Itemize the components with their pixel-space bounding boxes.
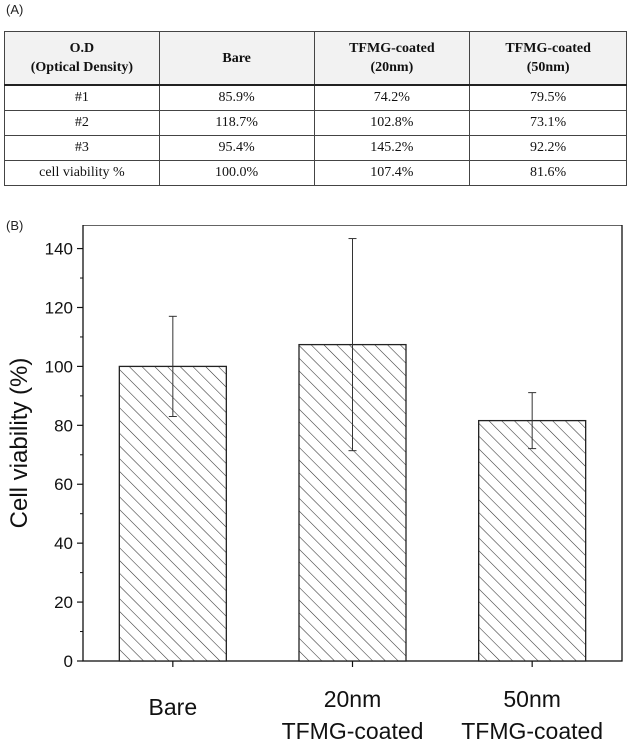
y-tick-label: 120: [45, 298, 73, 317]
table-cell: 74.2%: [313, 84, 471, 111]
header-text: TFMG-coated: [349, 41, 435, 56]
table-row: #3 95.4% 145.2% 92.2%: [4, 135, 627, 161]
table-cell: 92.2%: [469, 135, 627, 161]
table-cell: 102.8%: [313, 110, 471, 136]
y-axis-label: Cell viability (%): [6, 358, 33, 529]
table-cell: 118.7%: [158, 110, 315, 136]
table-row: cell viability % 100.0% 107.4% 81.6%: [4, 160, 627, 186]
y-tick-label: 60: [54, 475, 73, 494]
y-tick-label: 0: [64, 652, 73, 671]
table-cell: #1: [4, 84, 160, 111]
cell-viability-chart: 0 20 40 60 80 100 120 140 Cell viability (%) Bare…: [6, 225, 623, 741]
x-tick-label: Bare: [149, 694, 198, 720]
table-cell: 107.4%: [313, 160, 471, 186]
table-cell: 95.4%: [158, 135, 315, 161]
table-cell: 79.5%: [469, 84, 627, 111]
table-row: #1 85.9% 74.2% 79.5%: [4, 84, 627, 111]
header-text: (Optical Density): [30, 60, 134, 75]
header-text: Bare: [222, 50, 251, 66]
table-cell: #3: [4, 135, 160, 161]
table-header-cell: Bare: [158, 31, 315, 86]
x-tick-label: 50nm: [503, 686, 561, 712]
x-tick-label: TFMG-coated: [282, 718, 424, 741]
table-cell: 100.0%: [158, 160, 315, 186]
table-cell: 145.2%: [313, 135, 471, 161]
header-text: (20nm): [370, 60, 414, 75]
panel-b-label: (B): [6, 218, 24, 233]
x-tick-label: TFMG-coated: [461, 718, 603, 741]
table-header-cell: O.D (Optical Density): [4, 31, 160, 86]
header-text: O.D: [69, 41, 95, 56]
table-cell: 85.9%: [158, 84, 315, 111]
table-cell: cell viability %: [4, 160, 160, 186]
y-tick-label: 140: [45, 240, 73, 259]
y-tick-label: 20: [54, 593, 73, 612]
y-tick-label: 80: [54, 416, 73, 435]
y-tick-label: 40: [54, 534, 73, 553]
table-row: #2 118.7% 102.8% 73.1%: [4, 110, 627, 136]
panel-a-label: (A): [6, 2, 24, 17]
table-body: #1 85.9% 74.2% 79.5% #2 118.7% 102.8% 73.1% #3 95…: [4, 84, 627, 186]
table-header-cell: TFMG-coated (20nm): [313, 31, 471, 86]
table-cell: 81.6%: [469, 160, 627, 186]
bar: [478, 419, 587, 662]
table-header-cell: TFMG-coated (50nm): [469, 31, 627, 86]
header-text: (50nm): [526, 60, 570, 75]
header-text: TFMG-coated: [505, 41, 591, 56]
x-tick-label: 20nm: [324, 686, 382, 712]
table-header-row: O.D (Optical Density) Bare TFMG-coated (20nm…: [4, 31, 627, 86]
table-cell: #2: [4, 110, 160, 136]
optical-density-table: O.D (Optical Density) Bare TFMG-coated (20nm…: [4, 31, 627, 186]
table-cell: 73.1%: [469, 110, 627, 136]
y-tick-label: 100: [45, 357, 73, 376]
